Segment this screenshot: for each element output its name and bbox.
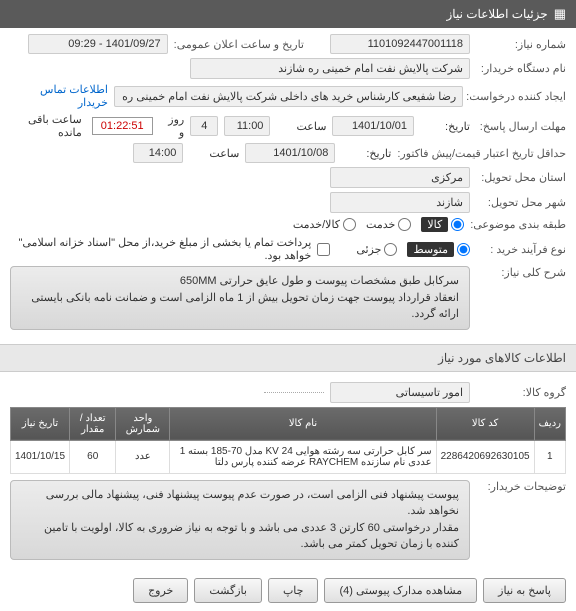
radio-label: کالا/خدمت (293, 218, 340, 231)
buyer-org-label: نام دستگاه خریدار: (476, 62, 566, 75)
announce-date-value: 1401/09/27 - 09:29 (28, 34, 168, 54)
requester-value: رضا شفیعی کارشناس خرید های داخلی شرکت پا… (114, 86, 463, 107)
col-code: کد کالا (436, 407, 534, 440)
reply-date-value: 1401/10/01 (332, 116, 414, 136)
cell-code: 2286420692630105 (436, 440, 534, 473)
treasury-checkbox[interactable] (317, 243, 330, 256)
item-group-value: امور تاسیساتی (330, 382, 470, 403)
header-title: جزئیات اطلاعات نیاز (447, 7, 548, 21)
contact-link[interactable]: اطلاعات تماس خریدار (10, 83, 108, 109)
price-date-value: 1401/10/08 (245, 143, 335, 163)
radio-label: کالا (421, 217, 448, 232)
purchase-radio-group: متوسط جزئی (356, 242, 470, 257)
cell-unit: عدد (116, 440, 170, 473)
dotted-spacer (264, 392, 324, 393)
radio-khedmat[interactable] (398, 218, 411, 231)
countdown-timer: 01:22:51 (92, 117, 153, 135)
requester-label: ایجاد کننده درخواست: (469, 90, 566, 103)
button-row: پاسخ به نیاز مشاهده مدارک پیوستی (4) چاپ… (0, 570, 576, 611)
attachments-button[interactable]: مشاهده مدارک پیوستی (4) (324, 578, 477, 603)
announce-date-label: تاریخ و ساعت اعلان عمومی: (174, 38, 304, 51)
purchase-type-label: نوع فرآیند خرید : (476, 243, 566, 256)
reply-day-value: 4 (190, 116, 218, 136)
subject-group-label: طبقه بندی موضوعی: (470, 218, 566, 231)
radio-minor[interactable] (384, 243, 397, 256)
province-value: مرکزی (330, 167, 470, 188)
remain-label: ساعت باقی مانده (10, 113, 82, 139)
radio-both[interactable] (343, 218, 356, 231)
items-table: ردیف کد کالا نام کالا واحد شمارش تعداد /… (10, 407, 566, 474)
province-label: استان محل تحویل: (476, 171, 566, 184)
info-panel: شماره نیاز: 1101092447001118 تاریخ و ساع… (0, 28, 576, 340)
exit-button[interactable]: خروج (133, 578, 188, 603)
cell-date: 1401/10/15 (11, 440, 70, 473)
radio-kala[interactable] (451, 218, 464, 231)
back-button[interactable]: بازگشت (194, 578, 262, 603)
col-qty: تعداد / مقدار (70, 407, 116, 440)
purchase-note: پرداخت تمام یا بخشی از مبلغ خرید،از محل … (10, 236, 311, 262)
print-button[interactable]: چاپ (268, 578, 319, 603)
radio-label: خدمت (366, 218, 395, 231)
radio-label: جزئی (356, 243, 381, 256)
price-time-value: 14:00 (133, 143, 183, 163)
col-name: نام کالا (170, 407, 436, 440)
need-number-value: 1101092447001118 (330, 34, 470, 54)
cell-idx: 1 (534, 440, 565, 473)
items-sub-header: اطلاعات کالاهای مورد نیاز (0, 344, 576, 372)
price-validity-label: حداقل تاریخ اعتبار قیمت/پیش فاکتور: (397, 147, 566, 160)
reply-deadline-label: مهلت ارسال پاسخ: (476, 120, 566, 133)
subject-radio-item[interactable]: کالا (421, 217, 464, 232)
table-row: 1 2286420692630105 سر کابل حرارتی سه رشت… (11, 440, 566, 473)
reply-time-value: 11:00 (224, 116, 270, 136)
col-idx: ردیف (534, 407, 565, 440)
main-desc-text: سرکابل طبق مشخصات پیوست و طول عایق حرارت… (10, 266, 470, 330)
purchase-radio-item[interactable]: جزئی (356, 243, 397, 256)
col-date: تاریخ نیاز (11, 407, 70, 440)
need-number-label: شماره نیاز: (476, 38, 566, 51)
radio-medium[interactable] (457, 243, 470, 256)
price-date-label: تاریخ: (341, 147, 391, 160)
reply-time-label: ساعت (276, 120, 326, 133)
buyer-notes-text: پیوست پیشنهاد فنی الزامی است، در صورت عد… (10, 480, 470, 560)
col-unit: واحد شمارش (116, 407, 170, 440)
buyer-org-value: شرکت پالایش نفت امام خمینی ره شازند (190, 58, 470, 79)
cell-qty: 60 (70, 440, 116, 473)
reply-date-label: تاریخ: (420, 120, 470, 133)
radio-label: متوسط (407, 242, 454, 257)
cell-name: سر کابل حرارتی سه رشته هوایی KV 24 مدل 7… (170, 440, 436, 473)
subject-radio-group: کالا خدمت کالا/خدمت (293, 217, 464, 232)
item-group-label: گروه کالا: (476, 386, 566, 399)
purchase-radio-item[interactable]: متوسط (407, 242, 470, 257)
main-header: جزئیات اطلاعات نیاز (0, 0, 576, 28)
main-desc-label: شرح کلی نیاز: (476, 266, 566, 279)
city-value: شازند (330, 192, 470, 213)
subject-radio-item[interactable]: کالا/خدمت (293, 218, 356, 231)
price-time-label: ساعت (189, 147, 239, 160)
reply-day-label: روز و (163, 113, 185, 139)
subject-radio-item[interactable]: خدمت (366, 218, 411, 231)
buyer-notes-label: توضیحات خریدار: (476, 480, 566, 493)
reply-button[interactable]: پاسخ به نیاز (483, 578, 566, 603)
city-label: شهر محل تحویل: (476, 196, 566, 209)
